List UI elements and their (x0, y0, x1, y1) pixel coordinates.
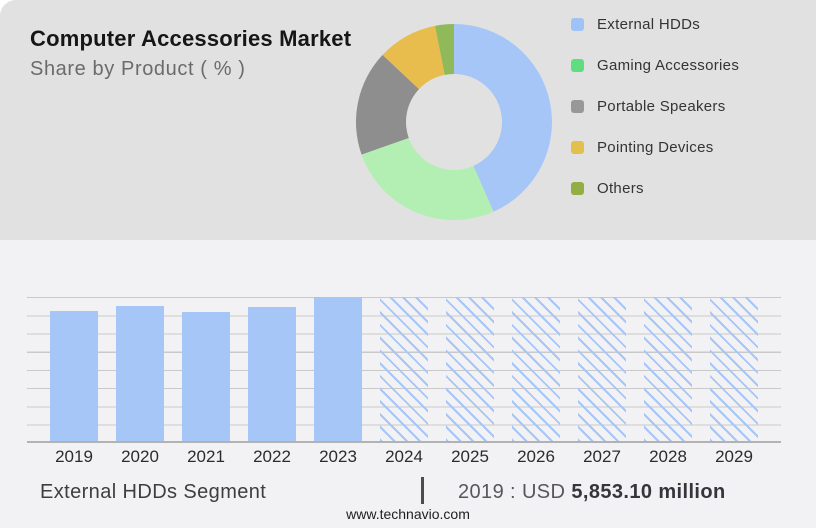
forecast-bar-2026 (512, 297, 560, 441)
x-axis-label-2022: 2022 (253, 447, 291, 466)
footer-separator (421, 477, 424, 504)
bar-chart: 2019 2020 2021 2022 2023 2024 2025 2026 2027 2028… (27, 297, 781, 473)
page-title: Computer Accessories Market (30, 26, 352, 51)
legend-label-external-hdds: External HDDs (597, 16, 701, 33)
legend-label-portable-speakers: Portable Speakers (597, 98, 726, 115)
page-subtitle: Share by Product ( % ) (30, 58, 246, 80)
segment-value: 2019 : USD 5,853.10 million (458, 481, 726, 504)
legend-label-others: Others (597, 180, 644, 197)
bar-2022 (248, 306, 296, 441)
legend-item-gaming-accessories: Gaming Accessories (571, 54, 739, 77)
segment-value-amount: 5,853.10 million (571, 481, 726, 503)
bar-2020 (116, 306, 164, 441)
donut-slice-external-hdds (454, 24, 552, 212)
x-axis-label-2026: 2026 (517, 447, 555, 466)
legend-item-pointing-devices: Pointing Devices (571, 136, 739, 159)
donut-slice-pointing-devices (382, 25, 445, 90)
segment-label: External HDDs Segment (40, 481, 267, 503)
x-axis-label-2024: 2024 (385, 447, 423, 466)
legend-swatch-pointing-devices (571, 141, 584, 154)
segment-value-prefix: 2019 : USD (458, 481, 572, 503)
forecast-bar-2027 (578, 297, 626, 441)
legend-swatch-gaming-accessories (571, 59, 584, 72)
top-panel: Computer Accessories Market Share by Pro… (0, 0, 816, 240)
forecast-bar-2028 (644, 297, 692, 441)
forecast-bar-2024 (380, 297, 428, 441)
forecast-bar-2029 (710, 297, 758, 441)
x-axis-label-2027: 2027 (583, 447, 621, 466)
bar-2023 (314, 297, 362, 441)
legend: External HDDs Gaming Accessories Portable … (571, 13, 739, 200)
legend-item-external-hdds: External HDDs (571, 13, 739, 36)
bar-2019 (50, 311, 98, 441)
donut-slice-gaming-accessories (361, 137, 494, 220)
x-axis-label-2028: 2028 (649, 447, 687, 466)
legend-swatch-others (571, 182, 584, 195)
bar-chart-plot-area (27, 297, 781, 443)
donut-chart (355, 24, 552, 220)
legend-item-portable-speakers: Portable Speakers (571, 95, 739, 118)
bar-2021 (182, 311, 230, 441)
x-axis-label-2029: 2029 (715, 447, 753, 466)
x-axis-labels: 2019 2020 2021 2022 2023 2024 2025 2026 2027 2028… (27, 447, 781, 473)
x-axis-label-2020: 2020 (121, 447, 159, 466)
legend-label-gaming-accessories: Gaming Accessories (597, 57, 740, 74)
donut-slice-others (435, 24, 454, 75)
forecast-bar-2025 (446, 297, 494, 441)
x-axis-label-2025: 2025 (451, 447, 489, 466)
x-axis-label-2023: 2023 (319, 447, 357, 466)
legend-item-others: Others (571, 177, 739, 200)
donut-slice-portable-speakers (355, 54, 420, 155)
legend-swatch-portable-speakers (571, 100, 584, 113)
x-axis-label-2019: 2019 (55, 447, 93, 466)
legend-label-pointing-devices: Pointing Devices (597, 139, 714, 156)
website-url: www.technavio.com (346, 506, 470, 522)
x-axis-label-2021: 2021 (187, 447, 225, 466)
legend-swatch-external-hdds (571, 18, 584, 31)
